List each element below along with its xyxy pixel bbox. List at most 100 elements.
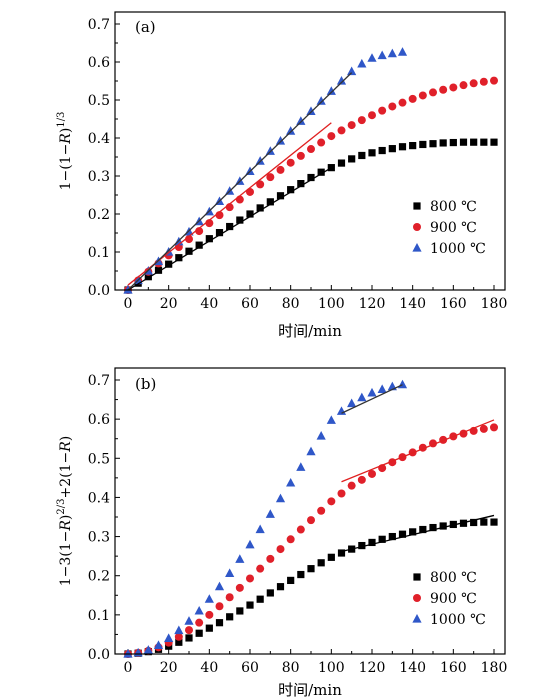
data-point-a-1-17 [296,151,305,160]
x-tick-label-b-3: 60 [241,660,259,676]
y-tick-label-b-3: 0.3 [88,530,110,546]
data-point-a-0-32 [449,138,457,147]
data-point-b-0-14 [266,589,274,597]
data-point-b-1-22 [347,481,356,490]
data-point-a-1-29 [418,91,427,100]
x-tick-label-a-6: 120 [359,296,386,312]
data-point-b-0-17 [297,570,305,579]
y-tick-label-a-4: 0.4 [88,131,110,147]
data-point-b-1-8 [205,610,214,619]
data-point-a-1-6 [185,235,193,244]
y-axis-label-b-part-1: 1−3(1− [58,531,74,587]
data-point-b-1-16 [286,535,295,544]
data-point-b-0-11 [236,607,244,615]
x-tick-label-b-9: 180 [481,660,508,676]
x-tick-label-b-5: 100 [318,660,345,676]
data-point-b-2-19 [316,430,326,440]
data-point-b-1-17 [296,525,305,534]
data-point-b-1-35 [479,424,488,433]
y-tick-label-a-5: 0.5 [88,93,110,109]
data-point-b-1-20 [327,497,336,506]
y-axis-label-a-part-3: ) [58,128,74,133]
legend-marker-b-1 [413,594,421,602]
data-point-b-0-34 [470,518,478,527]
data-point-b-2-23 [357,392,367,402]
data-point-a-1-25 [378,106,387,115]
x-tick-label-b-1: 20 [160,660,178,676]
data-point-b-0-15 [276,583,285,591]
data-point-b-2-3 [153,640,164,649]
data-point-a-2-19 [316,96,326,105]
data-point-b-0-13 [256,595,264,603]
x-tick-label-a-9: 180 [481,296,508,312]
data-point-a-2-13 [255,156,265,165]
data-point-b-2-27 [397,379,408,389]
data-point-a-0-27 [398,143,407,151]
data-point-a-0-21 [337,159,346,167]
data-point-b-2-16 [286,477,296,487]
data-point-b-2-6 [184,616,194,625]
data-point-a-2-26 [387,48,397,58]
data-point-a-1-13 [256,180,265,189]
y-axis-label-b: 1−3(1−R)2/3+2(1−R) [56,436,74,587]
data-point-a-2-14 [265,146,275,155]
data-point-a-1-32 [449,83,458,92]
data-point-a-0-14 [266,198,274,206]
y-axis-label-b-superscript: 2/3 [56,499,67,515]
x-tick-label-a-0: 0 [124,296,133,312]
x-axis-label-b: 时间/min [278,681,342,699]
data-point-a-1-24 [368,111,376,120]
data-point-b-2-7 [194,605,204,615]
data-point-a-1-35 [479,77,488,86]
data-point-b-1-19 [317,506,326,515]
data-point-b-0-18 [307,565,315,573]
plot-frame-a [114,11,506,291]
data-point-b-2-24 [367,387,377,397]
data-point-b-0-7 [195,629,203,637]
data-point-b-2-11 [235,554,245,563]
data-point-b-2-18 [306,446,316,456]
data-point-a-0-3 [154,266,163,274]
data-point-a-1-21 [337,126,346,135]
data-point-a-0-15 [276,192,285,200]
legend-label-b-2: 1000 ℃ [430,612,486,628]
y-axis-label-b-part-4: +2(1− [58,452,74,499]
plot-frame-b [114,367,506,655]
x-tick-label-a-8: 160 [440,296,467,312]
data-point-b-1-5 [174,632,183,641]
data-point-a-2-16 [286,126,296,135]
data-point-b-1-24 [368,469,376,478]
data-point-a-1-28 [408,94,417,103]
x-tick-label-b-4: 80 [282,660,300,676]
y-axis-label-a-part-1: 1−(1− [58,144,74,191]
data-point-a-1-16 [286,158,295,167]
data-point-a-0-23 [358,151,366,160]
y-tick-label-a-3: 0.3 [88,169,110,185]
data-point-a-0-17 [297,180,305,188]
y-tick-label-b-0: 0.0 [88,647,110,663]
data-point-a-0-22 [348,155,356,163]
plot-area-a: 0 20 40 60 80 100 120 140 160 180 0.0 0.1 0.2 0.3 0.4 0… [88,17,508,312]
x-tick-label-a-7: 140 [399,296,426,312]
data-point-a-0-16 [287,186,295,194]
fit-line-a-0 [127,167,332,291]
y-tick-label-b-6: 0.6 [88,412,110,428]
data-point-a-2-22 [347,66,357,76]
legend-label-b-0: 800 ℃ [430,570,477,586]
x-tick-label-a-2: 40 [200,296,218,312]
legend-marker-a-1 [413,223,421,231]
data-point-a-1-36 [490,76,498,85]
data-point-a-0-12 [246,210,254,218]
data-point-b-2-0 [123,649,133,658]
panel-label-a: (a) [135,18,156,36]
data-point-b-0-20 [327,553,335,561]
data-point-b-0-24 [368,538,376,547]
legend-label-a-1: 900 ℃ [430,220,477,236]
data-point-a-0-2 [144,273,152,281]
data-point-a-1-31 [439,85,448,94]
data-point-b-0-10 [226,613,234,621]
data-point-a-1-18 [307,145,315,154]
data-point-b-2-17 [296,462,306,471]
data-point-b-0-19 [317,559,325,567]
data-point-b-1-6 [185,626,193,635]
